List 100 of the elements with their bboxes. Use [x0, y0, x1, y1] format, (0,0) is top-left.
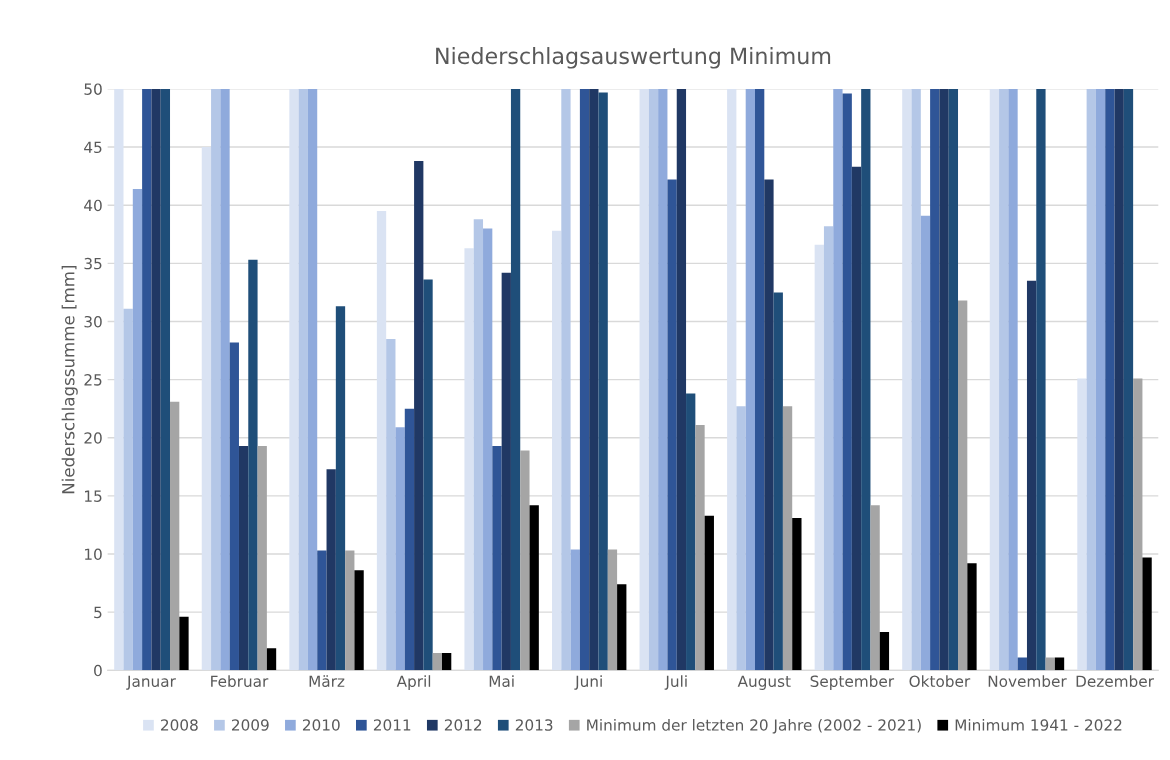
x-tick-label: Oktober [909, 675, 971, 688]
bar [879, 631, 890, 671]
bar [639, 88, 649, 671]
bar [160, 88, 171, 671]
bar [823, 226, 834, 671]
bar [335, 306, 346, 671]
bar [114, 88, 124, 671]
bar [414, 161, 424, 671]
y-tick-label: 0 [94, 664, 102, 677]
bar [1086, 88, 1096, 671]
bar [1095, 88, 1106, 671]
bar [648, 88, 659, 671]
bar [464, 248, 474, 671]
bar [755, 88, 765, 671]
y-tick-label: 5 [94, 606, 102, 619]
y-tick-label: 30 [84, 315, 102, 328]
bar [473, 219, 484, 671]
bar [345, 550, 355, 671]
bar [257, 445, 267, 671]
bar [589, 88, 599, 671]
bar [423, 279, 433, 671]
bar [317, 550, 327, 671]
bar [179, 616, 189, 671]
bar [551, 230, 562, 671]
bar [132, 188, 143, 671]
bar [432, 652, 442, 671]
bar [151, 88, 161, 671]
bar [520, 450, 530, 671]
bar [1045, 657, 1055, 671]
y-tick-label: 45 [84, 141, 102, 154]
bar [989, 88, 1000, 671]
bar [395, 427, 405, 671]
bar [238, 445, 249, 671]
bar [441, 652, 452, 671]
legend-label: 2010 [302, 719, 340, 731]
bar [658, 88, 668, 671]
y-tick-label: 35 [84, 257, 102, 270]
bar [676, 88, 687, 671]
bar [561, 88, 571, 671]
bar [1026, 280, 1037, 671]
bar [376, 211, 387, 671]
bar [1105, 88, 1115, 671]
bar [782, 406, 793, 671]
bar [598, 92, 608, 671]
bar [229, 342, 239, 671]
y-tick-label: 40 [84, 199, 102, 212]
bar [529, 505, 539, 671]
bar [501, 272, 511, 671]
bar [510, 88, 521, 671]
bar [201, 147, 212, 671]
x-tick-label: September [810, 675, 895, 690]
bar [607, 549, 618, 671]
bar [266, 648, 277, 671]
bar [695, 424, 705, 671]
bar [930, 88, 940, 671]
bar [792, 517, 802, 671]
bar [727, 88, 737, 671]
bar [248, 259, 258, 671]
bar [617, 584, 627, 671]
bar [1017, 657, 1027, 671]
bar [354, 570, 364, 671]
x-tick-label: Juli [664, 675, 687, 690]
bar [326, 469, 336, 671]
bar [851, 166, 862, 671]
bar [492, 445, 502, 671]
chart-title: Niederschlagsauswertung Minimum [436, 47, 831, 69]
bar [1077, 378, 1087, 671]
y-axis-title: Niederschlagssumme [mm] [61, 265, 78, 494]
bar [686, 393, 696, 671]
bar [220, 88, 230, 671]
bar [667, 179, 677, 671]
bar [1008, 88, 1018, 671]
legend-label: 2011 [373, 719, 411, 731]
bar [999, 88, 1009, 671]
x-tick-label: Juni [574, 675, 602, 690]
bar [870, 505, 880, 671]
bar [1142, 557, 1152, 671]
x-tick-label: Januar [126, 675, 176, 690]
y-tick-label: 20 [84, 432, 102, 444]
bar [920, 215, 931, 671]
y-tick-label: 10 [85, 548, 102, 561]
bar [842, 93, 852, 671]
bar [939, 88, 949, 671]
bar [958, 300, 968, 671]
x-tick-label: August [737, 675, 791, 690]
bar [764, 179, 774, 671]
bar [745, 88, 755, 671]
bar [211, 88, 221, 671]
x-tick-label: November [988, 675, 1067, 688]
bar [1054, 657, 1065, 671]
bar [170, 401, 180, 671]
bar [833, 88, 843, 671]
x-tick-label: April [396, 675, 431, 690]
bar [298, 88, 308, 671]
y-tick-label: 25 [84, 374, 102, 386]
bar [1114, 88, 1124, 671]
bar [911, 88, 921, 671]
bar [773, 292, 783, 671]
bar [967, 563, 977, 671]
bar [948, 88, 959, 671]
